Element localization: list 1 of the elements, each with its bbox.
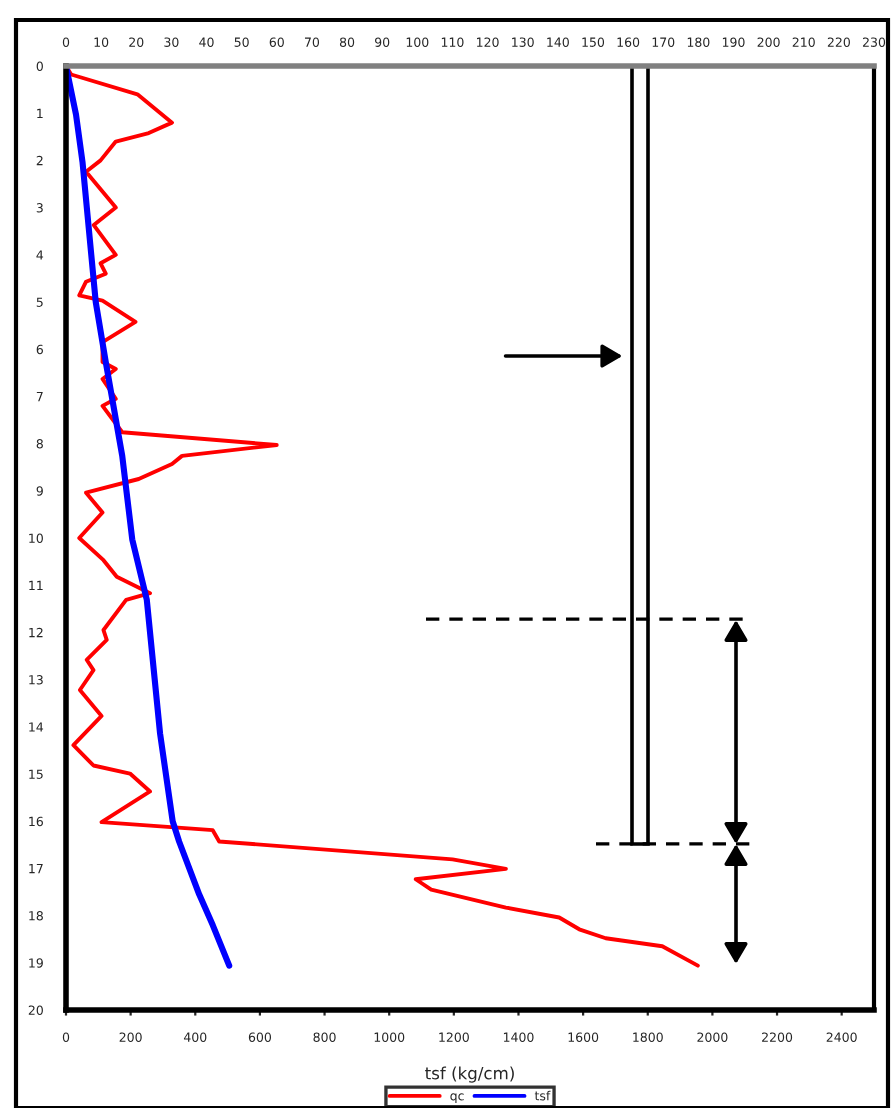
- x-axis-title: tsf (kg/cm): [425, 1066, 514, 1083]
